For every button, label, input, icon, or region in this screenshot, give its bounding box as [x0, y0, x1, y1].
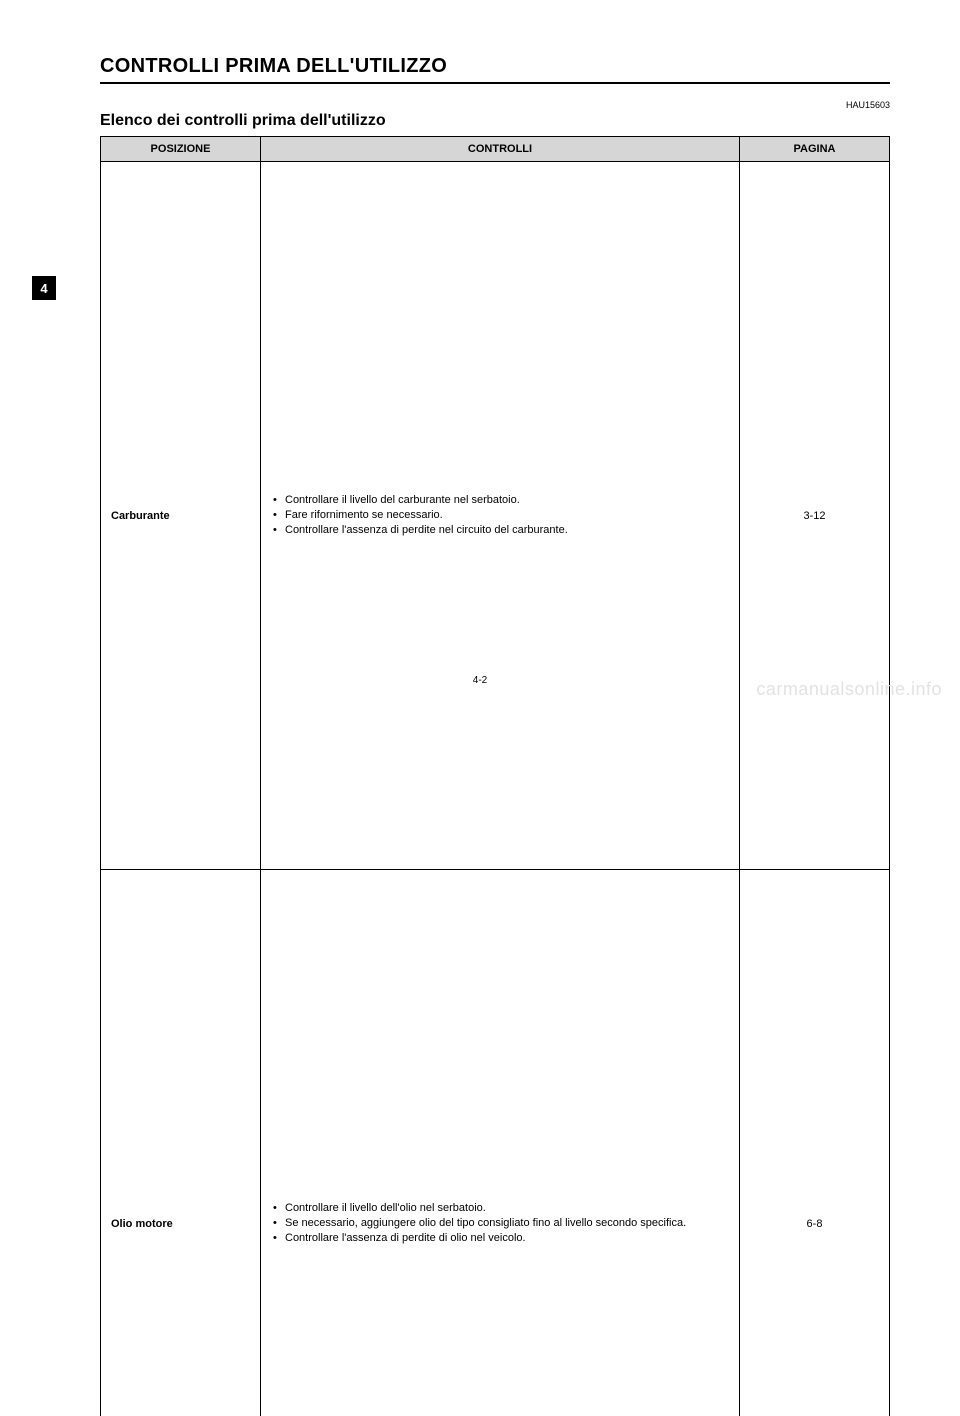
cell-position: Carburante	[101, 162, 261, 870]
watermark: carmanualsonline.info	[756, 679, 942, 700]
table-body: Carburante Controllare il livello del car…	[101, 162, 890, 1416]
checks-list: Controllare il livello dell'olio nel ser…	[271, 1201, 729, 1246]
checks-table: POSIZIONE CONTROLLI PAGINA Carburante Con…	[100, 136, 890, 1416]
manual-page: CONTROLLI PRIMA DELL'UTILIZZO HAU15603 E…	[0, 0, 960, 708]
title-rule	[100, 82, 890, 84]
table-header-row: POSIZIONE CONTROLLI PAGINA	[101, 137, 890, 162]
document-code: HAU15603	[100, 100, 890, 110]
cell-checks: Controllare il livello del carburante ne…	[261, 162, 740, 870]
cell-page: 3-12	[740, 162, 890, 870]
check-item: Se necessario, aggiungere olio del tipo …	[271, 1216, 729, 1231]
check-item: Controllare l'assenza di perdite di olio…	[271, 1231, 729, 1246]
header-position: POSIZIONE	[101, 137, 261, 162]
thumb-tab: 4	[32, 276, 56, 300]
check-item: Controllare il livello del carburante ne…	[271, 493, 729, 508]
table-row: Olio motore Controllare il livello dell'o…	[101, 870, 890, 1416]
check-item: Fare rifornimento se necessario.	[271, 508, 729, 523]
header-page: PAGINA	[740, 137, 890, 162]
cell-checks: Controllare il livello dell'olio nel ser…	[261, 870, 740, 1416]
table-row: Carburante Controllare il livello del car…	[101, 162, 890, 870]
chapter-title: CONTROLLI PRIMA DELL'UTILIZZO	[100, 55, 890, 78]
check-item: Controllare il livello dell'olio nel ser…	[271, 1201, 729, 1216]
cell-page: 6-8	[740, 870, 890, 1416]
section-title: Elenco dei controlli prima dell'utilizzo	[100, 112, 890, 130]
check-item: Controllare l'assenza di perdite nel cir…	[271, 523, 729, 538]
checks-list: Controllare il livello del carburante ne…	[271, 493, 729, 538]
cell-position: Olio motore	[101, 870, 261, 1416]
header-checks: CONTROLLI	[261, 137, 740, 162]
